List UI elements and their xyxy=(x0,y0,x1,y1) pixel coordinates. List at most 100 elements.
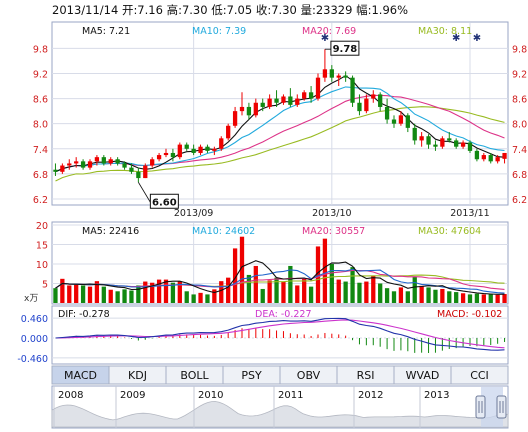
volume-bar xyxy=(336,279,341,303)
candle-body xyxy=(253,102,258,116)
candle-body xyxy=(143,165,148,179)
candle-body xyxy=(350,77,355,103)
tab-rsi[interactable]: RSI xyxy=(336,365,395,385)
volume-bar xyxy=(315,246,321,303)
macd-tick: -0.460 xyxy=(17,354,48,365)
candle-body xyxy=(391,119,397,124)
price-tick-right: 6.8 xyxy=(512,170,527,181)
candle-body xyxy=(274,98,279,103)
volume-bar xyxy=(74,284,79,303)
candle-body xyxy=(440,138,445,147)
annotation-box xyxy=(149,193,179,209)
candle-body xyxy=(460,142,466,147)
candle-body xyxy=(329,69,334,78)
candle-body xyxy=(198,146,203,153)
price-x-tick: 2013/10 xyxy=(312,208,351,219)
candle-body xyxy=(308,92,314,99)
tab-wvad[interactable]: WVAD xyxy=(393,365,452,385)
star-icon: ✱ xyxy=(321,33,329,44)
star-icon: ✱ xyxy=(473,33,481,44)
volume-bar xyxy=(87,286,93,303)
candle-body xyxy=(212,148,217,151)
candle-body xyxy=(219,138,224,149)
annotation-box xyxy=(330,40,360,56)
candle-body xyxy=(74,161,79,164)
tab-psy[interactable]: PSY xyxy=(222,365,281,385)
volume-bar xyxy=(274,277,279,303)
price-x-tick: 2013/09 xyxy=(174,208,213,219)
macd-bars xyxy=(61,328,506,353)
volume-bar xyxy=(481,294,486,303)
volume-ma5-line xyxy=(55,260,505,295)
indicator-tabs: MACD KDJ BOLL PSY OBV RSI WVAD CCI xyxy=(51,365,509,385)
volume-bar xyxy=(295,285,300,303)
candle-body xyxy=(177,144,182,158)
macd-legend: DIF: -0.278 DEA: -0.227 MACD: -0.102 xyxy=(58,309,502,320)
price-tick-right: 7.4 xyxy=(512,145,527,156)
candle-body xyxy=(481,155,486,160)
tab-obv[interactable]: OBV xyxy=(279,365,338,385)
candle-body xyxy=(122,163,127,168)
tab-bg xyxy=(450,365,509,385)
volume-bar xyxy=(371,275,376,303)
candle-body xyxy=(295,98,300,105)
timeline-handle-right[interactable] xyxy=(496,395,507,419)
candle-body xyxy=(336,75,341,78)
macd-tick: 0.000 xyxy=(21,334,48,345)
candle-body xyxy=(419,136,424,141)
volume-bar xyxy=(129,290,134,303)
tab-cci[interactable]: CCI xyxy=(450,365,509,385)
candle-body xyxy=(343,75,348,78)
tab-label: RSI xyxy=(357,369,375,382)
timeline-handle-left[interactable] xyxy=(475,395,486,419)
volume-bar xyxy=(495,294,500,303)
timeline-year: 2008 xyxy=(58,390,83,401)
volume-bar xyxy=(488,294,493,303)
candle-body xyxy=(232,111,238,126)
tab-label: WVAD xyxy=(406,369,440,382)
volume-bar xyxy=(246,274,252,303)
volume-bar xyxy=(288,265,293,303)
timeline-year: 2011 xyxy=(278,390,303,401)
candle-body xyxy=(246,106,252,116)
volume-bar xyxy=(378,283,383,303)
price-panel: 9.8 9.2 8.6 8.0 7.4 6.8 6.2 9.8 9.2 8.6 8.0 7.4 6.8… xyxy=(33,21,527,219)
timeline-year: 2009 xyxy=(120,390,145,401)
candle-body xyxy=(467,142,473,151)
volume-ma10-line xyxy=(55,268,505,294)
price-legend-ma30: MA30: 8.11 xyxy=(418,26,472,37)
timeline-navigator: 2008 2009 2010 2011 2012 2013 xyxy=(51,385,509,429)
dif-line xyxy=(55,317,505,351)
volume-bar xyxy=(329,264,334,303)
candle-body xyxy=(502,152,507,159)
tab-label: OBV xyxy=(297,369,321,382)
macd-legend-macd: MACD: -0.102 xyxy=(437,309,502,320)
volume-bar xyxy=(426,287,431,303)
tab-label: CCI xyxy=(470,369,489,382)
candle-body xyxy=(184,144,189,149)
volume-bar xyxy=(156,279,162,303)
volume-bar xyxy=(467,294,473,303)
tab-label: MACD xyxy=(64,369,97,382)
volume-bar xyxy=(391,291,397,303)
candle-body xyxy=(281,96,286,103)
candle-body xyxy=(67,163,72,166)
ma10-line xyxy=(55,86,505,173)
volume-bars xyxy=(53,236,507,303)
price-tick-left: 9.2 xyxy=(33,69,48,80)
volume-bar xyxy=(67,285,72,303)
volume-bar xyxy=(163,279,169,303)
candle-body xyxy=(322,69,328,78)
tab-boll[interactable]: BOLL xyxy=(165,365,224,385)
annotation-label: 6.60 xyxy=(152,197,177,208)
volume-bar xyxy=(364,281,369,303)
volume-bar xyxy=(170,282,176,303)
tab-kdj[interactable]: KDJ xyxy=(108,365,167,385)
tab-macd[interactable]: MACD xyxy=(51,365,110,385)
volume-bar xyxy=(101,286,106,303)
candle-body xyxy=(302,92,307,99)
annotation-pointer xyxy=(138,182,151,203)
candle-body xyxy=(94,157,100,162)
candle-body xyxy=(108,159,113,164)
volume-ma-lines xyxy=(55,260,505,295)
